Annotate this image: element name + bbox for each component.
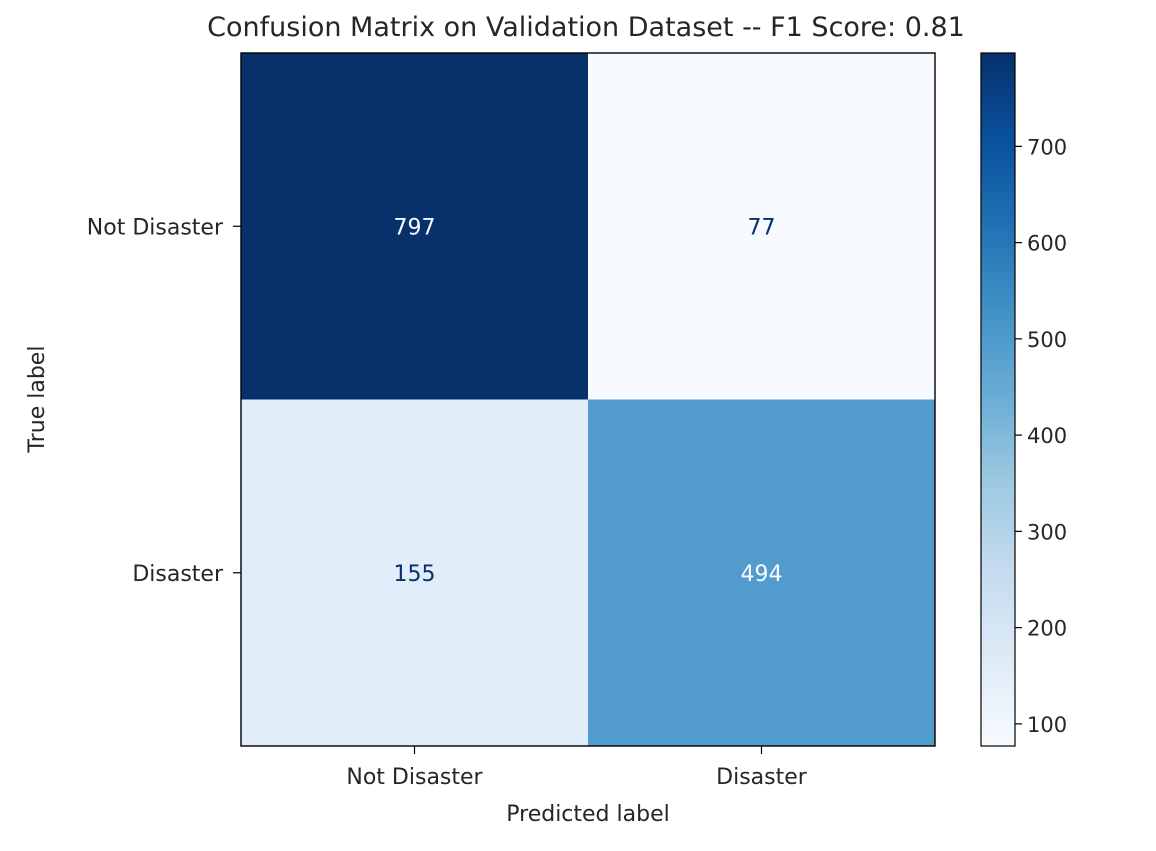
colorbar-tick-label: 100 bbox=[1027, 713, 1067, 737]
x-tick-label: Not Disaster bbox=[346, 765, 483, 790]
y-axis-ticks: Not Disaster Disaster bbox=[87, 215, 241, 587]
x-tick-label: Disaster bbox=[716, 765, 808, 790]
matrix-cell bbox=[241, 399, 588, 746]
matrix-cell bbox=[588, 53, 935, 400]
x-axis-ticks: Not Disaster Disaster bbox=[346, 746, 808, 790]
cell-value-label: 77 bbox=[748, 215, 776, 240]
matrix-cell bbox=[588, 399, 935, 746]
colorbar-tick-label: 700 bbox=[1027, 135, 1067, 159]
x-axis-label: Predicted label bbox=[506, 802, 669, 827]
plot-frame bbox=[240, 52, 936, 747]
y-axis-label: True label bbox=[25, 346, 50, 454]
colorbar-gradient bbox=[981, 53, 1015, 746]
colorbar-frame bbox=[980, 52, 1016, 747]
matrix-cells bbox=[241, 53, 935, 746]
cell-value-label: 797 bbox=[394, 215, 436, 240]
colorbar: 100 200 300 400 500 600 700 bbox=[980, 52, 1067, 747]
cell-value-label: 155 bbox=[394, 562, 436, 587]
chart-title: Confusion Matrix on Validation Dataset -… bbox=[207, 12, 965, 43]
colorbar-tick-label: 300 bbox=[1027, 520, 1067, 544]
matrix-cell bbox=[241, 53, 588, 400]
y-tick-label: Not Disaster bbox=[87, 215, 224, 240]
colorbar-tick-label: 200 bbox=[1027, 617, 1067, 641]
colorbar-tick-label: 400 bbox=[1027, 424, 1067, 448]
colorbar-tick-label: 600 bbox=[1027, 232, 1067, 256]
colorbar-tick-label: 500 bbox=[1027, 328, 1067, 352]
y-tick-label: Disaster bbox=[132, 562, 224, 587]
cell-value-label: 494 bbox=[741, 562, 783, 587]
matrix-cell-labels: 797 77 155 494 bbox=[394, 215, 783, 587]
colorbar-ticks: 100 200 300 400 500 600 700 bbox=[1015, 135, 1067, 737]
